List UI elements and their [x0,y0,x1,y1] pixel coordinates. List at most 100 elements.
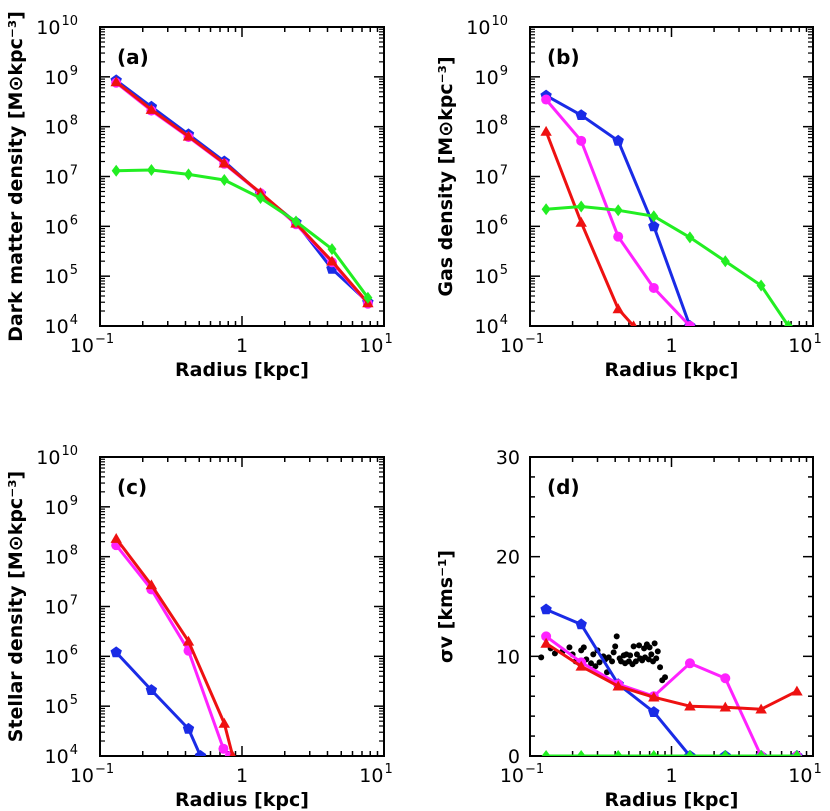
red-series-point [145,579,158,590]
x-tick-label: 10−1 [70,332,114,357]
panel-c-stellar-density: 10−1 1 101 104 105 106 107 108 109 1010 Radius [kp… [5,444,393,811]
x-axis-title: Radius [kpc] [175,359,309,381]
y-tick-label: 1010 [36,444,78,469]
x-tick-label: 10−1 [70,762,114,787]
y-tick-label: 108 [475,114,508,139]
y-tick-label: 109 [475,64,508,89]
plot-frame [99,456,385,757]
red-series-point [540,125,552,136]
y-tick-label: 107 [45,164,78,189]
red-series-point [684,700,696,711]
observed-point [636,642,643,649]
y-tick-label: 106 [45,213,78,238]
y-tick-label: 1010 [466,14,508,39]
observed-point [610,649,617,656]
red-series-point [719,701,731,712]
observed-point [651,640,658,647]
red-series-point [791,685,803,696]
blue-series-point [145,684,158,695]
green-series-point [720,255,730,268]
x-axis-title: Radius [kpc] [605,359,739,381]
red-series-point [218,717,230,728]
green-series-point [541,750,551,756]
blue-series-line [545,608,797,756]
red-series-point [110,76,122,87]
y-axis-title: σv [kms⁻¹] [435,550,457,663]
x-tick-label: 1 [665,765,677,787]
green-series-point [327,243,337,256]
magenta-series-point [541,631,552,642]
y-tick-label: 30 [496,447,520,469]
green-series-point [363,291,373,304]
y-tick-label: 10 [496,646,520,668]
magenta-series-point [218,743,229,754]
observed-point [646,644,653,651]
y-tick-label: 108 [45,544,78,569]
green-series-point [576,750,586,756]
red-series-line [115,80,370,304]
red-series-point [145,104,158,114]
magenta-series-line [115,544,231,756]
observed-point [609,658,616,665]
red-series-point [630,320,637,326]
observed-point [630,643,637,650]
blue-series-line [115,651,202,756]
data-layer [540,89,793,326]
green-series-point [256,192,265,204]
red-series-line [544,130,635,326]
magenta-series-point [576,135,587,146]
observed-point [632,658,639,665]
x-axis-title: Radius [kpc] [175,789,309,811]
y-tick-label: 106 [475,213,508,238]
x-tick-label: 1 [236,765,248,787]
y-axis-title: Gas density [M⊙kpc⁻³] [435,56,457,296]
blue-series-point [648,706,660,717]
observed-point [613,633,620,640]
y-tick-label: 20 [496,547,520,569]
green-series-point [756,750,766,756]
green-series-point [720,750,730,756]
observed-point [590,651,597,658]
green-series-point [783,320,793,326]
x-tick-label: 101 [359,332,392,357]
green-series-point [576,200,586,213]
data-layer [110,533,236,756]
blue-series-point [540,603,552,615]
blue-series-point [110,646,122,658]
magenta-series-point [720,673,731,684]
panel-tag: (c) [117,475,147,499]
x-axis-title: Radius [kpc] [605,789,739,811]
y-tick-label: 107 [45,594,78,619]
red-series-point [540,637,552,648]
observed-point [566,644,573,651]
magenta-series-point [613,231,624,242]
green-series-point [541,203,551,216]
green-series-point [219,174,229,186]
x-tick-label: 101 [788,762,821,787]
green-series-point [685,750,695,756]
green-series-line [116,168,370,299]
x-tick-label: 101 [788,332,821,357]
y-tick-label: 109 [45,494,78,519]
y-tick-label: 104 [45,743,78,768]
red-series-point [110,533,122,543]
red-series-point [326,255,338,266]
y-tick-label: 108 [45,114,78,139]
blue-series-point [182,722,195,734]
x-tick-label: 10−1 [500,332,544,357]
green-series-point [756,279,766,292]
blue-series-point [194,750,207,756]
blue-series-point [575,109,587,120]
y-axis-title: Dark matter density [M⊙kpc⁻³] [5,11,27,342]
y-tick-label: 106 [45,643,78,668]
panel-tag: (d) [547,475,580,499]
observed-point [627,652,634,659]
observed-point [592,663,599,670]
green-series-point [613,204,623,217]
red-series-point [218,157,230,168]
magenta-series-point [684,658,695,669]
red-series-point [612,680,624,691]
green-series-point [291,215,301,228]
observed-point [654,648,661,655]
